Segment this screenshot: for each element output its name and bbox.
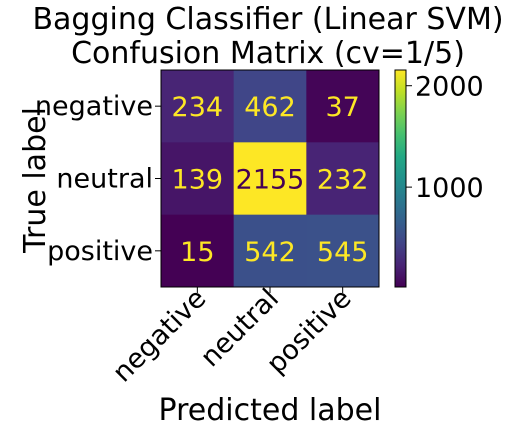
cell-value-label: 37 bbox=[325, 92, 359, 123]
cell-value-label: 2155 bbox=[236, 164, 305, 195]
cell-value-label: 139 bbox=[172, 164, 224, 195]
x-tick-label: negative bbox=[107, 283, 212, 388]
colorbar-tick-label: 2000 bbox=[415, 72, 484, 103]
matrix-cell bbox=[233, 70, 307, 143]
matrix-cell bbox=[233, 214, 307, 288]
chart-title-line-1: Bagging Classifier (Linear SVM) bbox=[32, 2, 503, 37]
cell-value-label: 542 bbox=[244, 237, 296, 268]
cell-annotations: 234 462 37 139 2155 232 15 542 545 bbox=[172, 92, 369, 268]
y-tick-labels: negative neutral positive bbox=[35, 91, 161, 267]
cell-value-label: 232 bbox=[317, 164, 369, 195]
colorbar bbox=[394, 69, 407, 288]
cell-value-label: 234 bbox=[172, 92, 224, 123]
cell-value-label: 462 bbox=[244, 92, 296, 123]
y-tick-label: positive bbox=[47, 236, 153, 267]
matrix-cells bbox=[161, 70, 380, 288]
matrix-cell bbox=[161, 70, 235, 143]
matrix-cell bbox=[306, 214, 380, 288]
matrix-cell bbox=[306, 70, 380, 143]
colorbar-ticks: 1000 2000 bbox=[406, 72, 484, 204]
chart-title-line-2: Confusion Matrix (cv=1/5) bbox=[71, 36, 465, 71]
cell-value-label: 545 bbox=[317, 237, 369, 268]
y-axis-label: True label bbox=[18, 107, 53, 254]
y-tick-label: negative bbox=[35, 91, 153, 122]
matrix-cell bbox=[233, 142, 307, 216]
x-axis-label: Predicted label bbox=[159, 393, 382, 428]
y-tick-label: neutral bbox=[56, 163, 153, 194]
matrix-cell bbox=[306, 142, 380, 216]
cell-value-label: 15 bbox=[180, 237, 214, 268]
matrix-cell bbox=[161, 142, 235, 216]
matrix-cell bbox=[161, 214, 235, 288]
colorbar-tick-label: 1000 bbox=[415, 173, 484, 204]
